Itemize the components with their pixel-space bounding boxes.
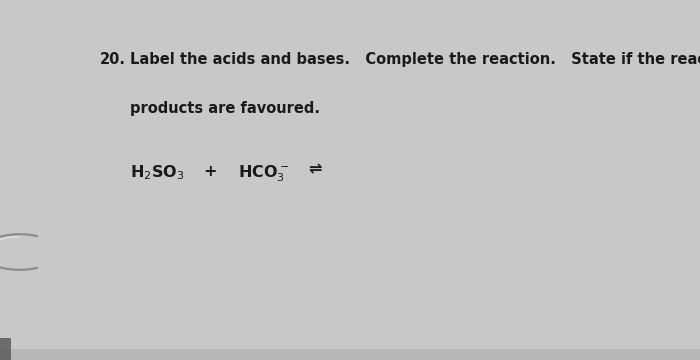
Text: HCO$_3^-$: HCO$_3^-$: [238, 164, 289, 184]
Text: products are favoured.: products are favoured.: [130, 101, 319, 116]
Text: ⇌: ⇌: [308, 162, 321, 177]
Text: 20.: 20.: [100, 52, 126, 67]
Text: Label the acids and bases.   Complete the reaction.   State if the reactants or: Label the acids and bases. Complete the …: [130, 52, 700, 67]
Text: +: +: [203, 164, 216, 179]
Bar: [0, 338, 10, 360]
Text: H$_2$SO$_3$: H$_2$SO$_3$: [130, 164, 184, 183]
Bar: [0, 349, 700, 360]
